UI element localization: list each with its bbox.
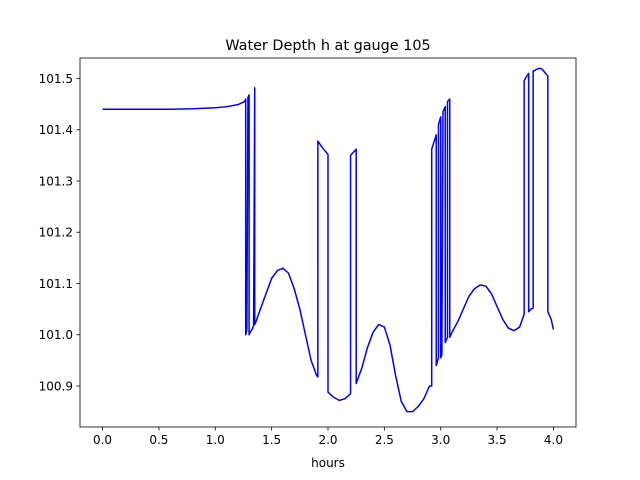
x-tick-label: 0.0: [93, 433, 112, 447]
y-tick-label: 101.3: [39, 174, 73, 188]
x-tick-label: 0.5: [149, 433, 168, 447]
series-line-0: [102, 67, 555, 413]
y-tick-label: 101.2: [39, 226, 73, 240]
x-axis: 0.0 0.5 1.0 1.5 2.0 2.5 3.0 3.5 4.0: [93, 427, 563, 447]
x-tick-label: 2.5: [375, 433, 394, 447]
y-tick-label: 101.1: [39, 277, 73, 291]
x-tick-label: 3.5: [488, 433, 507, 447]
x-axis-label: hours: [311, 456, 345, 470]
x-tick-label: 4.0: [544, 433, 563, 447]
y-tick-label: 101.4: [39, 123, 73, 137]
x-tick-label: 3.0: [431, 433, 450, 447]
y-tick-label: 101.5: [39, 72, 73, 86]
x-tick-label: 2.0: [318, 433, 337, 447]
chart-title: Water Depth h at gauge 105: [225, 38, 430, 54]
y-tick-label: 100.9: [39, 379, 73, 393]
y-axis: 100.9 101.0 101.1 101.2 101.3 101.4 101.5: [39, 72, 80, 393]
y-tick-label: 101.0: [39, 328, 73, 342]
x-tick-label: 1.5: [262, 433, 281, 447]
x-tick-label: 1.0: [206, 433, 225, 447]
